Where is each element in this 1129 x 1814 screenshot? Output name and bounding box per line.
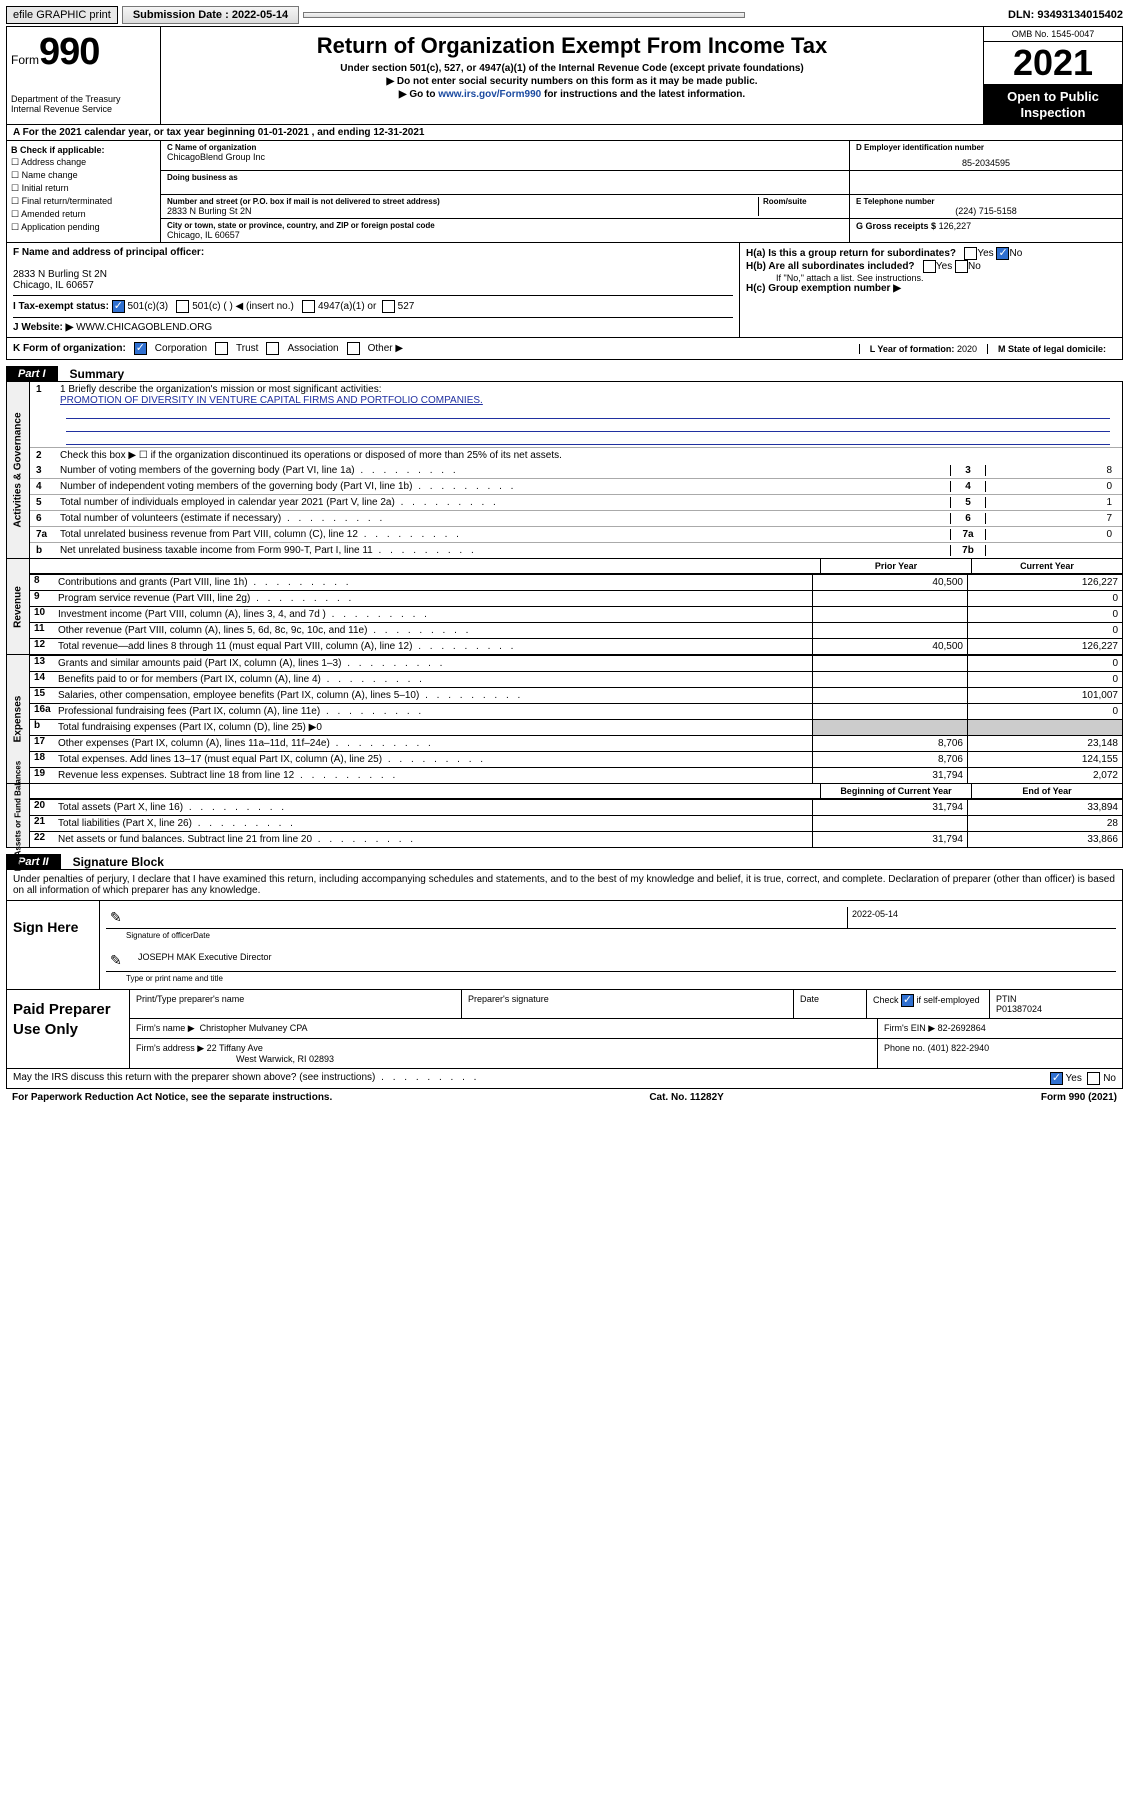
- discuss-yes[interactable]: [1050, 1072, 1063, 1085]
- org-name: ChicagoBlend Group Inc: [167, 152, 843, 162]
- paid-preparer-label: Paid Preparer Use Only: [7, 990, 130, 1068]
- pen-icon: ✎: [106, 907, 134, 928]
- chk-initial-return[interactable]: ☐ Initial return: [11, 183, 156, 194]
- firm-name: Christopher Mulvaney CPA: [200, 1023, 308, 1033]
- irs-link[interactable]: www.irs.gov/Form990: [438, 89, 541, 100]
- omb-number: OMB No. 1545-0047: [984, 27, 1122, 42]
- chk-527[interactable]: [382, 300, 395, 313]
- ein-value: 85-2034595: [856, 152, 1116, 168]
- vtab-governance: Activities & Governance: [13, 413, 24, 528]
- firm-ein: 82-2692864: [938, 1023, 986, 1033]
- chk-name-change[interactable]: ☐ Name change: [11, 170, 156, 181]
- part1-tab: Part I: [6, 366, 58, 382]
- gross-receipts: 126,227: [939, 221, 972, 231]
- hb-no[interactable]: [955, 260, 968, 273]
- chk-corporation[interactable]: [134, 342, 147, 355]
- chk-other[interactable]: [347, 342, 360, 355]
- ha-no[interactable]: [996, 247, 1009, 260]
- chk-501c[interactable]: [176, 300, 189, 313]
- officer-name: JOSEPH MAK Executive Director: [134, 950, 1116, 971]
- ptin-value: P01387024: [996, 1004, 1042, 1014]
- subtitle-1: Under section 501(c), 527, or 4947(a)(1)…: [167, 63, 977, 74]
- sign-here-label: Sign Here: [7, 901, 100, 989]
- vtab-revenue: Revenue: [13, 586, 24, 628]
- efile-label: efile GRAPHIC print: [6, 6, 118, 24]
- hb-yes[interactable]: [923, 260, 936, 273]
- form-footer: Form 990 (2021): [1041, 1092, 1117, 1103]
- dln-label: DLN: 93493134015402: [1008, 9, 1123, 21]
- chk-final-return[interactable]: ☐ Final return/terminated: [11, 196, 156, 207]
- chk-501c3[interactable]: [112, 300, 125, 313]
- discuss-no[interactable]: [1087, 1072, 1100, 1085]
- subtitle-2: Do not enter social security numbers on …: [167, 76, 977, 87]
- chk-amended[interactable]: ☐ Amended return: [11, 209, 156, 220]
- street-address: 2833 N Burling St 2N: [167, 206, 754, 216]
- open-public-badge: Open to Public Inspection: [984, 85, 1122, 124]
- chk-trust[interactable]: [215, 342, 228, 355]
- form-title: Return of Organization Exempt From Incom…: [167, 33, 977, 59]
- city-state-zip: Chicago, IL 60657: [167, 230, 843, 240]
- mission-text: PROMOTION OF DIVERSITY IN VENTURE CAPITA…: [60, 395, 483, 406]
- blank-button[interactable]: [303, 12, 745, 18]
- chk-application-pending[interactable]: ☐ Application pending: [11, 222, 156, 233]
- chk-association[interactable]: [266, 342, 279, 355]
- chk-4947[interactable]: [302, 300, 315, 313]
- perjury-text: Under penalties of perjury, I declare th…: [6, 870, 1123, 901]
- form-header: Form990 Department of the Treasury Inter…: [6, 26, 1123, 125]
- subtitle-3: Go to www.irs.gov/Form990 for instructio…: [167, 89, 977, 100]
- column-b-checkboxes: B Check if applicable: ☐ Address change …: [7, 141, 161, 242]
- prep-phone: (401) 822-2940: [928, 1043, 990, 1053]
- part2-title: Signature Block: [61, 855, 1123, 870]
- tax-year: 2021: [984, 42, 1122, 85]
- website-value: WWW.CHICAGOBLEND.ORG: [76, 322, 212, 333]
- cat-number: Cat. No. 11282Y: [649, 1092, 723, 1103]
- part1-title: Summary: [58, 367, 1123, 382]
- chk-self-employed[interactable]: [901, 994, 914, 1007]
- submission-date-button[interactable]: Submission Date : 2022-05-14: [122, 6, 299, 24]
- pen-icon: ✎: [106, 950, 134, 971]
- row-f-label: F Name and address of principal officer:: [13, 247, 204, 258]
- department-label: Department of the Treasury Internal Reve…: [11, 94, 156, 114]
- chk-address-change[interactable]: ☐ Address change: [11, 157, 156, 168]
- vtab-netassets: Net Assets or Fund Balances: [14, 760, 23, 870]
- sign-date: 2022-05-14: [847, 907, 1116, 928]
- ha-yes[interactable]: [964, 247, 977, 260]
- row-a-tax-year: A For the 2021 calendar year, or tax yea…: [6, 125, 1123, 141]
- form-number: Form990: [11, 31, 156, 74]
- vtab-expenses: Expenses: [13, 696, 24, 743]
- phone-value: (224) 715-5158: [856, 206, 1116, 216]
- top-toolbar: efile GRAPHIC print Submission Date : 20…: [6, 6, 1123, 24]
